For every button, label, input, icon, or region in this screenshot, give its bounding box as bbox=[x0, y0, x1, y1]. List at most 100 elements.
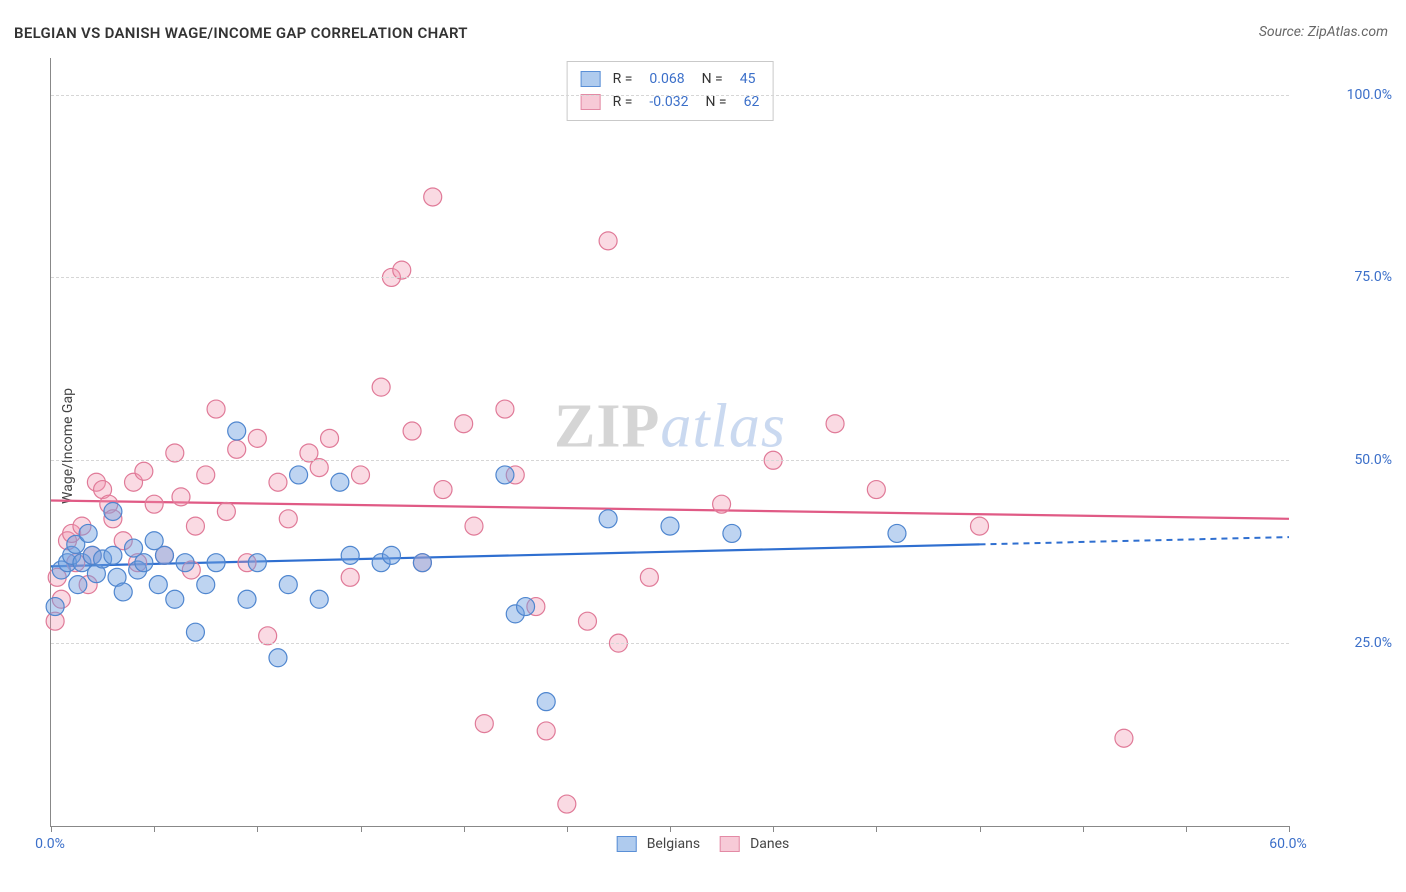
data-point-belgians bbox=[723, 524, 741, 542]
x-tick bbox=[876, 826, 877, 832]
data-point-belgians bbox=[69, 576, 87, 594]
data-point-danes bbox=[248, 429, 266, 447]
data-point-danes bbox=[352, 466, 370, 484]
data-point-belgians bbox=[186, 623, 204, 641]
data-point-belgians bbox=[104, 546, 122, 564]
data-point-danes bbox=[826, 415, 844, 433]
x-tick-label: 60.0% bbox=[1269, 836, 1307, 852]
legend-item: Belgians bbox=[617, 836, 700, 852]
data-point-belgians bbox=[79, 524, 97, 542]
legend-item: Danes bbox=[720, 836, 789, 852]
x-tick bbox=[464, 826, 465, 832]
data-point-belgians bbox=[197, 576, 215, 594]
data-point-danes bbox=[558, 795, 576, 813]
y-tick-label: 75.0% bbox=[1354, 269, 1392, 285]
data-point-danes bbox=[537, 722, 555, 740]
x-tick-label: 0.0% bbox=[35, 836, 65, 852]
source-attribution: Source: ZipAtlas.com bbox=[1259, 24, 1388, 40]
data-point-danes bbox=[217, 502, 235, 520]
x-tick bbox=[1186, 826, 1187, 832]
y-tick-label: 50.0% bbox=[1354, 452, 1392, 468]
data-point-belgians bbox=[599, 510, 617, 528]
data-point-danes bbox=[971, 517, 989, 535]
data-point-danes bbox=[455, 415, 473, 433]
data-point-danes bbox=[269, 473, 287, 491]
trend-line-belgians-extrapolated bbox=[980, 537, 1290, 544]
data-point-danes bbox=[279, 510, 297, 528]
data-point-danes bbox=[867, 481, 885, 499]
gridline bbox=[51, 460, 1289, 461]
data-point-belgians bbox=[114, 583, 132, 601]
data-point-danes bbox=[310, 459, 328, 477]
data-point-danes bbox=[166, 444, 184, 462]
data-point-belgians bbox=[382, 546, 400, 564]
data-point-belgians bbox=[269, 649, 287, 667]
data-point-danes bbox=[424, 188, 442, 206]
data-point-danes bbox=[403, 422, 421, 440]
data-point-belgians bbox=[248, 554, 266, 572]
data-point-belgians bbox=[341, 546, 359, 564]
data-point-belgians bbox=[888, 524, 906, 542]
data-point-danes bbox=[207, 400, 225, 418]
x-tick bbox=[1289, 826, 1290, 832]
x-tick bbox=[670, 826, 671, 832]
data-point-belgians bbox=[310, 590, 328, 608]
data-point-danes bbox=[578, 612, 596, 630]
x-tick bbox=[1083, 826, 1084, 832]
data-point-danes bbox=[228, 440, 246, 458]
y-tick-label: 100.0% bbox=[1347, 87, 1392, 103]
data-point-danes bbox=[434, 481, 452, 499]
data-point-danes bbox=[135, 462, 153, 480]
gridline bbox=[51, 95, 1289, 96]
data-point-danes bbox=[372, 378, 390, 396]
legend-label: Belgians bbox=[647, 836, 700, 852]
chart-title: BELGIAN VS DANISH WAGE/INCOME GAP CORREL… bbox=[14, 24, 468, 42]
data-point-danes bbox=[599, 232, 617, 250]
data-point-danes bbox=[496, 400, 514, 418]
x-tick bbox=[257, 826, 258, 832]
data-point-danes bbox=[341, 568, 359, 586]
data-point-belgians bbox=[228, 422, 246, 440]
gridline bbox=[51, 643, 1289, 644]
data-point-belgians bbox=[661, 517, 679, 535]
data-point-danes bbox=[640, 568, 658, 586]
data-point-belgians bbox=[149, 576, 167, 594]
x-tick bbox=[773, 826, 774, 832]
data-point-belgians bbox=[279, 576, 297, 594]
data-point-belgians bbox=[166, 590, 184, 608]
data-point-belgians bbox=[155, 546, 173, 564]
data-point-danes bbox=[186, 517, 204, 535]
legend-swatch bbox=[720, 836, 740, 852]
data-point-danes bbox=[1115, 729, 1133, 747]
data-point-danes bbox=[713, 495, 731, 513]
legend-label: Danes bbox=[750, 836, 789, 852]
data-point-danes bbox=[393, 261, 411, 279]
plot-svg bbox=[51, 58, 1289, 826]
data-point-belgians bbox=[496, 466, 514, 484]
data-point-danes bbox=[475, 715, 493, 733]
data-point-belgians bbox=[537, 693, 555, 711]
data-point-danes bbox=[259, 627, 277, 645]
data-point-danes bbox=[145, 495, 163, 513]
data-point-belgians bbox=[46, 598, 64, 616]
data-point-danes bbox=[197, 466, 215, 484]
data-point-belgians bbox=[176, 554, 194, 572]
data-point-belgians bbox=[290, 466, 308, 484]
data-point-belgians bbox=[104, 502, 122, 520]
data-point-danes bbox=[172, 488, 190, 506]
x-tick bbox=[51, 826, 52, 832]
data-point-belgians bbox=[413, 554, 431, 572]
x-tick bbox=[361, 826, 362, 832]
x-tick bbox=[154, 826, 155, 832]
data-point-belgians bbox=[135, 554, 153, 572]
data-point-danes bbox=[465, 517, 483, 535]
data-point-danes bbox=[321, 429, 339, 447]
series-legend: Belgians Danes bbox=[617, 836, 790, 852]
data-point-belgians bbox=[207, 554, 225, 572]
plot-area: ZIPatlas R =0.068N =45R =-0.032N =62 bbox=[50, 58, 1289, 827]
y-tick-label: 25.0% bbox=[1354, 635, 1392, 651]
x-tick bbox=[980, 826, 981, 832]
data-point-belgians bbox=[331, 473, 349, 491]
data-point-belgians bbox=[238, 590, 256, 608]
trend-line-danes bbox=[51, 501, 1289, 519]
